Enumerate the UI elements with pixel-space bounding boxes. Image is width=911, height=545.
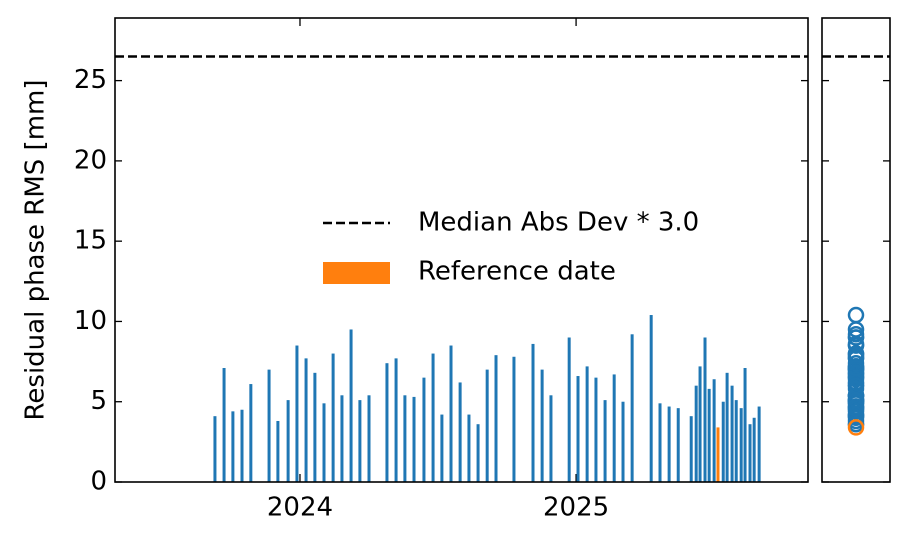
legend-label: Median Abs Dev * 3.0 [418,208,699,238]
bar [743,368,747,482]
bar [540,369,544,482]
bar [585,366,589,482]
bar [734,400,738,482]
side-point-reference [847,419,865,436]
bar [658,403,662,482]
legend-label: Reference date [418,257,616,287]
side-point [847,329,865,346]
bar [322,403,326,482]
bar [231,411,235,482]
bar [403,395,407,482]
x-tick-label: 2025 [543,493,609,523]
bar [649,315,653,482]
bar [240,409,244,482]
side-point [847,359,865,377]
bar [752,417,756,482]
bar [576,376,580,482]
y-tick-label: 25 [74,65,107,95]
bar [213,416,217,482]
bar [476,424,480,482]
bar [716,427,720,482]
bar [313,372,317,482]
bar [440,414,444,482]
bar [630,334,634,482]
bar [340,395,344,482]
bar [458,382,462,482]
y-tick-label: 20 [74,145,107,175]
bar [467,414,471,482]
side-frame [821,17,891,483]
bar [331,353,335,482]
legend-swatch [323,262,390,284]
bar [485,369,489,482]
y-tick-label: 5 [90,386,107,416]
bar [431,353,435,482]
bar [712,379,716,482]
bar [222,368,226,482]
bar [612,374,616,482]
bar [549,395,553,482]
bar [689,416,693,482]
bar [304,358,308,482]
bar [721,401,725,482]
bar [531,343,535,482]
bar [349,329,353,482]
bar [286,400,290,482]
side-point [847,370,865,388]
bar [707,388,711,482]
bar [725,372,729,482]
bar [621,401,625,482]
bar [757,406,761,482]
bar [748,424,752,482]
bar [667,406,671,482]
side-point [847,398,865,415]
bar [449,345,453,482]
y-tick-label: 0 [90,467,107,497]
bar [676,408,680,482]
bar [276,420,280,482]
bar [694,385,698,482]
bar [512,356,516,482]
plot-frame [114,17,809,483]
side-point [847,391,865,409]
bar [394,358,398,482]
bar [698,366,702,482]
bar [603,400,607,482]
bar [385,363,389,482]
bar [730,385,734,482]
side-point [847,306,865,324]
bar [412,396,416,482]
x-tick-label: 2024 [267,493,333,523]
y-tick-label: 10 [74,306,107,336]
side-point [847,409,865,427]
y-tick-label: 15 [74,226,107,256]
bar [594,377,598,482]
bar [567,337,571,482]
bar [267,369,271,482]
bar [358,400,362,482]
side-point [847,335,865,353]
bar [739,408,743,482]
y-axis-label: Residual phase RMS [mm] [21,80,51,421]
bar [703,337,707,482]
bar [367,395,371,482]
bar [494,355,498,482]
bar [422,377,426,482]
bar [249,384,253,482]
bar [295,345,299,482]
